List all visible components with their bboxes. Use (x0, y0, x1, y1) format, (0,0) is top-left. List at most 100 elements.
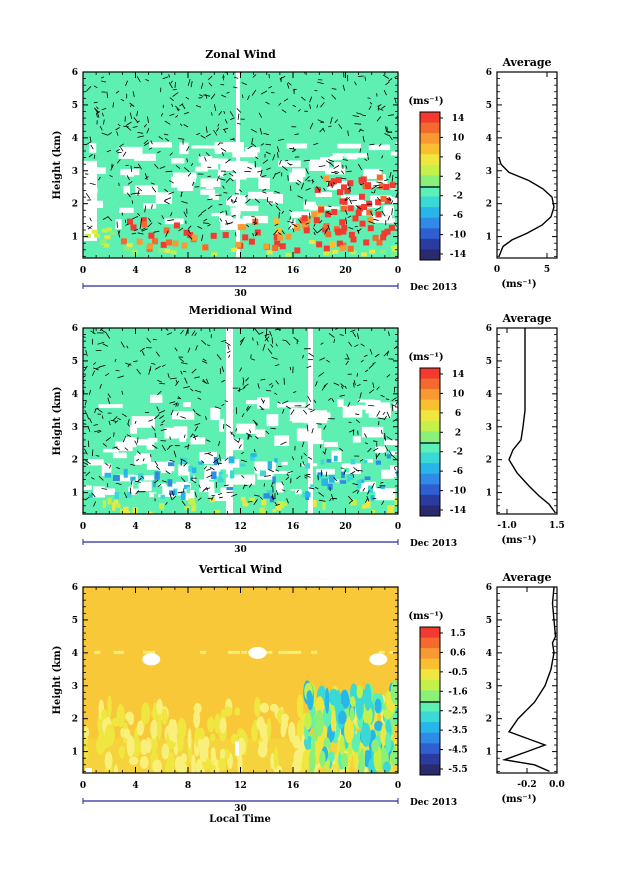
colorbar-swatch (420, 669, 440, 681)
average-frame (496, 327, 558, 515)
xtick-label: 4 (132, 266, 138, 276)
data-gap (248, 191, 274, 199)
data-cell (184, 506, 190, 510)
colorbar-swatch (420, 764, 440, 776)
xtick-label: 16 (287, 522, 300, 532)
data-gap (200, 189, 216, 195)
colorbar-tick-label: 6 (455, 153, 461, 163)
data-cell (209, 497, 215, 503)
data-cell (285, 233, 292, 240)
data-gap (395, 142, 398, 146)
data-cell (359, 479, 365, 483)
data-cell (211, 471, 217, 480)
average-profile-line (501, 586, 557, 773)
data-cell (321, 478, 329, 486)
heatmap-meridional-ytick-label: 1 (72, 489, 78, 499)
colorbar-swatch (420, 196, 440, 208)
data-cell (171, 719, 178, 743)
data-cell (347, 245, 354, 252)
heatmap-vertical-ytick-label: 1 (72, 748, 78, 758)
data-cell (219, 717, 227, 734)
average-profile-5: Average -0.2 0.0 (ms⁻¹) (496, 571, 565, 805)
data-cell (126, 735, 135, 758)
data-cell (164, 248, 171, 253)
data-cell (339, 219, 346, 226)
data-cell (104, 723, 115, 747)
data-cell (361, 467, 367, 476)
data-cell (214, 509, 221, 514)
data-cell (167, 479, 173, 487)
colorbar-swatch (420, 207, 440, 219)
day-label: 30 (234, 545, 247, 555)
data-cell (145, 737, 152, 754)
data-cell (390, 252, 397, 257)
average-ytick-label: 5 (486, 357, 492, 367)
data-cell (330, 178, 337, 185)
data-gap (307, 439, 324, 445)
average-ytick-label: 6 (486, 583, 492, 593)
data-cell (251, 722, 258, 742)
data-gap (383, 205, 394, 216)
data-cell (230, 733, 239, 745)
data-cell (165, 472, 169, 478)
data-gap (235, 741, 239, 756)
data-gap (352, 436, 361, 443)
data-cell (275, 228, 282, 235)
data-gap (363, 180, 388, 188)
data-gap (211, 212, 226, 217)
colorbar-swatch (420, 186, 440, 198)
data-cell (380, 234, 387, 241)
data-gap (290, 211, 313, 216)
data-cell (330, 711, 336, 732)
colorbar-tick-label: -10 (450, 231, 466, 241)
data-gap (115, 219, 122, 230)
xtick-label: 4 (132, 781, 138, 791)
data-gap (281, 461, 288, 466)
data-cell (318, 206, 325, 213)
average-ytick-label: 3 (486, 682, 492, 692)
data-cell (336, 189, 343, 196)
colorbar-swatch (420, 122, 440, 134)
data-gap (243, 162, 254, 171)
xtick-label: 16 (287, 266, 300, 276)
data-gap (129, 438, 151, 446)
colorbar-tick-label: 10 (452, 133, 465, 143)
data-cell (289, 490, 296, 500)
data-cell (250, 453, 255, 461)
colorbar-swatch (420, 452, 440, 464)
average-frame (496, 71, 558, 259)
data-cell (316, 241, 323, 248)
data-cell (169, 490, 176, 496)
data-gap (390, 151, 398, 156)
data-gap (365, 458, 373, 463)
data-cell (187, 728, 192, 750)
data-gap (318, 413, 331, 418)
data-cell (210, 232, 217, 239)
ylabel-meridional: Height (km) (52, 387, 63, 456)
data-cell (380, 485, 385, 489)
data-cell (385, 732, 392, 754)
average-ytick-label: 1 (486, 748, 492, 758)
data-cell (136, 720, 144, 736)
data-cell (104, 472, 112, 478)
colorbar-swatch (420, 378, 440, 390)
data-cell (261, 499, 267, 506)
data-cell (291, 650, 298, 654)
xtick-label: 20 (339, 781, 352, 791)
heatmap-vertical-ytick-label: 4 (72, 649, 78, 659)
heatmap-zonal-ytick-label: 4 (72, 134, 78, 144)
data-cell (158, 248, 165, 253)
data-gap (235, 166, 262, 178)
data-cell (294, 247, 301, 254)
data-cell (83, 727, 90, 738)
average-y-axis: 1 2 3 4 5 6 (486, 583, 557, 772)
colorbar-swatch (420, 368, 440, 380)
data-gap (288, 172, 304, 183)
panel-title-meridional: Meridional Wind (189, 304, 293, 317)
data-gap (232, 151, 258, 158)
data-cell (336, 240, 343, 247)
colorbar-vertical: (ms⁻¹) 1.5 0.6 -0.5 -1.6 -2.5 -3.5 -4.5 -5.5 (408, 611, 468, 776)
data-cell (327, 751, 335, 763)
heatmap-meridional-y-axis: 1 2 3 4 5 6 (72, 324, 398, 513)
